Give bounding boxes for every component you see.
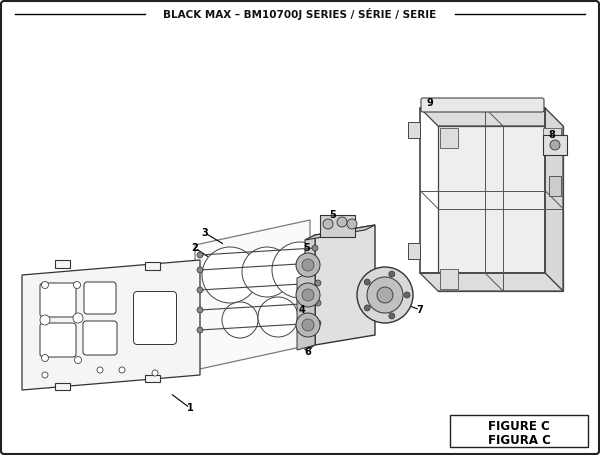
Circle shape — [312, 245, 318, 251]
Circle shape — [367, 277, 403, 313]
Circle shape — [296, 253, 320, 277]
Circle shape — [315, 300, 321, 306]
Circle shape — [197, 267, 203, 273]
FancyBboxPatch shape — [84, 282, 116, 314]
FancyBboxPatch shape — [40, 323, 76, 357]
Circle shape — [202, 247, 258, 303]
Polygon shape — [438, 126, 563, 291]
Circle shape — [222, 302, 258, 338]
Text: 4: 4 — [299, 305, 305, 315]
Polygon shape — [55, 383, 70, 390]
Circle shape — [377, 287, 393, 303]
Text: FIGURA C: FIGURA C — [488, 434, 550, 446]
Text: 5: 5 — [304, 243, 310, 253]
Circle shape — [119, 367, 125, 373]
Circle shape — [404, 292, 410, 298]
Circle shape — [152, 370, 158, 376]
Circle shape — [97, 367, 103, 373]
Circle shape — [296, 313, 320, 337]
Bar — [543, 128, 561, 148]
Polygon shape — [22, 260, 200, 390]
Circle shape — [302, 259, 314, 271]
Bar — [320, 215, 355, 237]
Circle shape — [242, 247, 292, 297]
Polygon shape — [305, 225, 375, 240]
Circle shape — [337, 217, 347, 227]
Circle shape — [42, 372, 48, 378]
Circle shape — [258, 297, 298, 337]
FancyBboxPatch shape — [83, 321, 117, 355]
Text: 8: 8 — [548, 130, 556, 140]
Circle shape — [550, 140, 560, 150]
Circle shape — [312, 260, 318, 266]
Circle shape — [323, 219, 333, 229]
Polygon shape — [408, 243, 420, 259]
Circle shape — [389, 313, 395, 319]
Polygon shape — [305, 235, 315, 350]
Circle shape — [364, 279, 370, 285]
Bar — [450, 415, 588, 447]
Bar — [543, 135, 567, 155]
Text: 2: 2 — [191, 243, 199, 253]
Polygon shape — [420, 273, 563, 291]
Polygon shape — [315, 225, 375, 345]
Polygon shape — [145, 262, 160, 270]
Text: BLACK MAX – BM10700J SERIES / SÉRIE / SERIE: BLACK MAX – BM10700J SERIES / SÉRIE / SE… — [163, 8, 437, 20]
Circle shape — [364, 305, 370, 311]
Polygon shape — [297, 270, 315, 350]
Circle shape — [73, 313, 83, 323]
Circle shape — [389, 271, 395, 277]
Circle shape — [41, 354, 49, 362]
Circle shape — [197, 252, 203, 258]
Polygon shape — [420, 108, 563, 126]
Circle shape — [347, 219, 357, 229]
Circle shape — [74, 282, 80, 288]
Polygon shape — [545, 108, 563, 291]
Circle shape — [41, 282, 49, 288]
Circle shape — [74, 357, 82, 364]
Circle shape — [315, 320, 321, 326]
Circle shape — [197, 307, 203, 313]
Polygon shape — [408, 122, 420, 138]
Bar — [440, 128, 458, 148]
Circle shape — [302, 319, 314, 331]
Bar — [440, 269, 458, 289]
Circle shape — [272, 242, 328, 298]
Circle shape — [357, 267, 413, 323]
Polygon shape — [195, 220, 310, 370]
Circle shape — [40, 315, 50, 325]
Circle shape — [315, 280, 321, 286]
Circle shape — [296, 283, 320, 307]
Bar — [549, 176, 561, 196]
Circle shape — [302, 289, 314, 301]
Text: 9: 9 — [427, 98, 433, 108]
Text: 6: 6 — [305, 347, 311, 357]
Circle shape — [197, 327, 203, 333]
Circle shape — [197, 287, 203, 293]
FancyBboxPatch shape — [421, 98, 544, 112]
Polygon shape — [55, 260, 70, 268]
Text: 7: 7 — [416, 305, 424, 315]
Text: 3: 3 — [202, 228, 208, 238]
Text: 5: 5 — [329, 210, 337, 220]
Text: FIGURE C: FIGURE C — [488, 420, 550, 434]
Text: 1: 1 — [187, 403, 193, 413]
Polygon shape — [145, 375, 160, 382]
FancyBboxPatch shape — [40, 283, 76, 317]
FancyBboxPatch shape — [133, 292, 176, 344]
